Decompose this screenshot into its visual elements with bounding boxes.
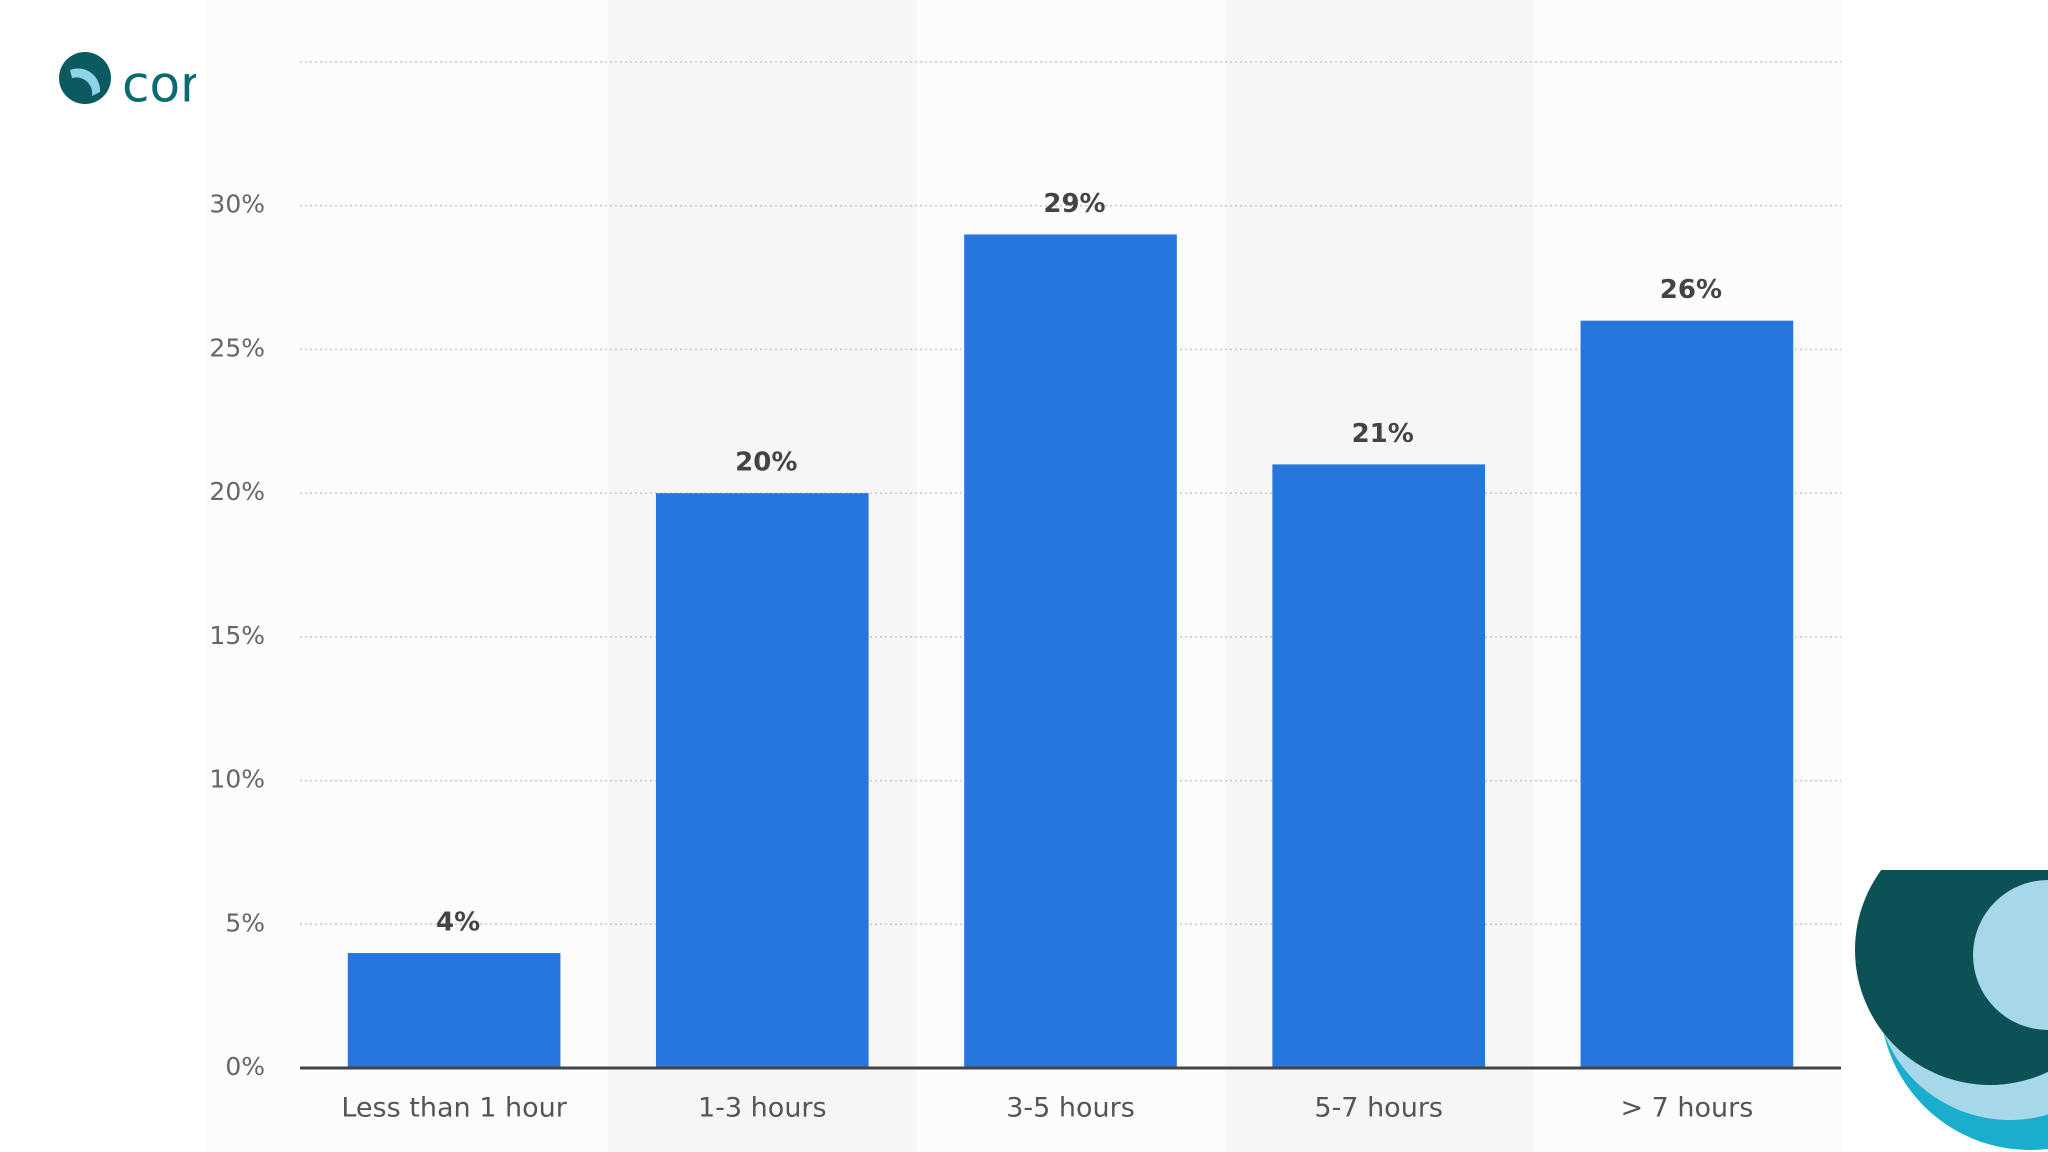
x-tick-label: > 7 hours [1620, 1093, 1753, 1124]
y-tick-label: 0% [225, 1052, 265, 1081]
y-tick-label: 20% [209, 477, 265, 506]
bar [655, 493, 869, 1069]
y-tick-label: 5% [225, 908, 265, 937]
logo: cor [59, 52, 201, 114]
y-tick-label: 25% [209, 333, 265, 362]
decoration [1855, 870, 2048, 1150]
value-label: 21% [1352, 419, 1414, 449]
y-tick-label: 30% [209, 190, 265, 219]
x-tick-label: 5-7 hours [1314, 1093, 1443, 1124]
value-label: 29% [1043, 189, 1105, 219]
y-tick-label: 15% [209, 621, 265, 650]
bar [1272, 464, 1486, 1068]
bar [1580, 320, 1794, 1069]
bar [964, 234, 1177, 1068]
y-tick-label: 10% [209, 765, 265, 794]
bar [347, 953, 561, 1068]
logo-text: cor [122, 56, 201, 114]
x-tick-label: 1-3 hours [698, 1093, 827, 1124]
logo-icon [70, 68, 101, 96]
plot: 0% 5% 10% 15% 20% 25% 30% Less than 1 hour 4% 1-3… [209, 61, 1841, 1124]
deco-circle [1973, 880, 2048, 1030]
x-tick-label: Less than 1 hour [341, 1093, 567, 1124]
value-label: 4% [436, 908, 480, 938]
x-tick-label: 3-5 hours [1006, 1093, 1135, 1124]
value-label: 26% [1660, 275, 1722, 305]
value-label: 20% [735, 448, 797, 478]
